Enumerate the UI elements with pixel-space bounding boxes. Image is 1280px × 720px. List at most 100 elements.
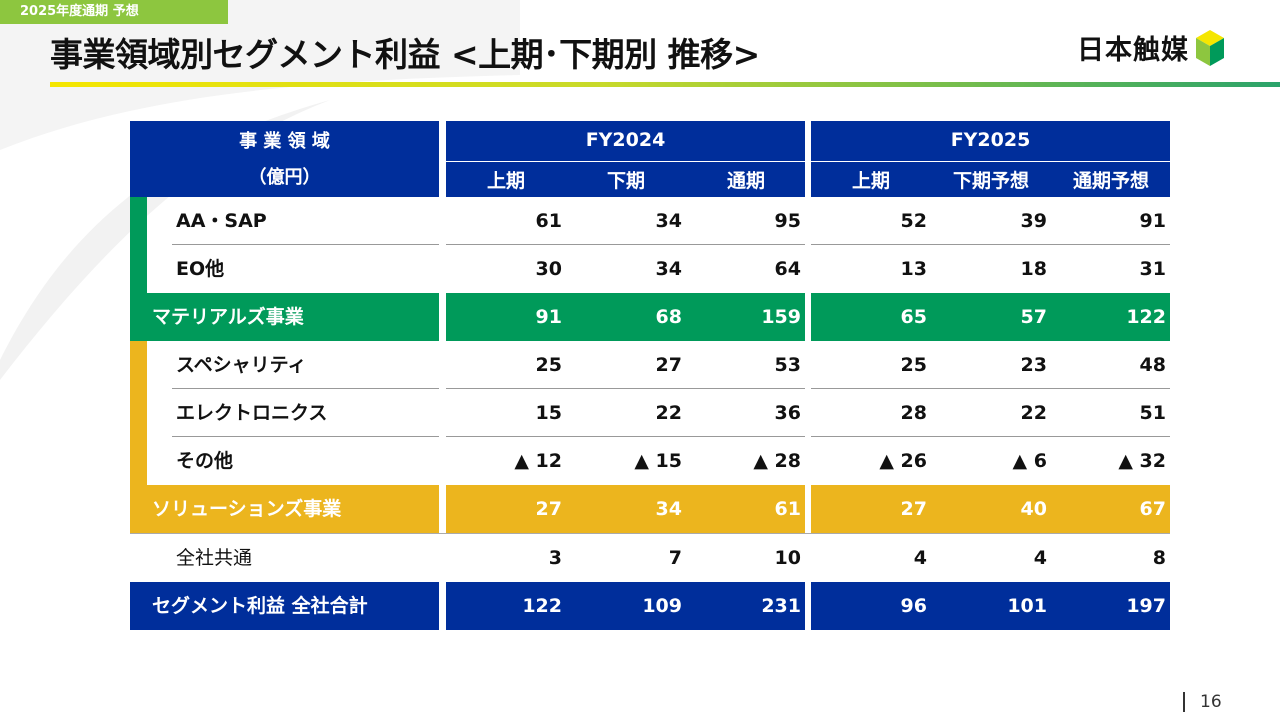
value-cell: 28 bbox=[900, 402, 927, 424]
value-cell: 34 bbox=[655, 498, 682, 520]
value-cell: 23 bbox=[1020, 354, 1047, 376]
row-label-solutions: ソリューションズ事業 bbox=[152, 498, 342, 520]
value-cell: 91 bbox=[1139, 210, 1166, 232]
value-cell: 4 bbox=[913, 547, 927, 569]
total-row-bg-fy2024 bbox=[446, 582, 805, 630]
value-cell: 27 bbox=[900, 498, 927, 520]
row-label-electronics: エレクトロニクス bbox=[176, 402, 328, 424]
row-divider bbox=[172, 436, 439, 437]
row-label-corporate: 全社共通 bbox=[176, 547, 253, 569]
value-cell: 67 bbox=[1139, 498, 1166, 520]
header-fy2025: FY2025 上期 下期予想 通期予想 bbox=[811, 121, 1170, 197]
value-cell: 95 bbox=[774, 210, 801, 232]
value-cell: 57 bbox=[1020, 306, 1047, 328]
row-divider bbox=[446, 436, 805, 437]
solutions-row-bg-label bbox=[130, 485, 439, 533]
row-label-others: その他 bbox=[176, 450, 234, 472]
total-row-bg-label bbox=[130, 582, 439, 630]
value-cell: ▲ 26 bbox=[879, 450, 927, 472]
value-cell: 65 bbox=[900, 306, 927, 328]
value-cell: 15 bbox=[535, 402, 562, 424]
materials-row-bg-fy2024 bbox=[446, 293, 805, 341]
page-number: 16 bbox=[1200, 692, 1222, 712]
title-underline bbox=[50, 82, 1280, 87]
col-fy2024-h1: 上期 bbox=[486, 170, 525, 192]
row-divider bbox=[811, 436, 1170, 437]
value-cell: ▲ 28 bbox=[753, 450, 801, 472]
row-label-specialty: スペシャリティ bbox=[176, 354, 307, 376]
col-fy2025-h2-forecast: 下期予想 bbox=[952, 170, 1029, 192]
value-cell: 4 bbox=[1033, 547, 1047, 569]
header-unit: （億円） bbox=[248, 167, 321, 188]
logo-mark-icon bbox=[1196, 29, 1224, 66]
fy2025-label: FY2025 bbox=[950, 129, 1031, 151]
value-cell: 22 bbox=[655, 402, 682, 424]
value-cell: 25 bbox=[535, 354, 562, 376]
value-cell: 34 bbox=[655, 210, 682, 232]
value-cell: 51 bbox=[1139, 402, 1166, 424]
value-cell: ▲ 6 bbox=[1012, 450, 1047, 472]
row-divider bbox=[172, 244, 439, 245]
row-divider bbox=[446, 388, 805, 389]
value-cell: 53 bbox=[774, 354, 801, 376]
value-cell: 7 bbox=[668, 547, 682, 569]
value-cell: 36 bbox=[774, 402, 801, 424]
value-cell: 30 bbox=[535, 258, 562, 280]
col-fy2024-h2: 下期 bbox=[606, 170, 645, 192]
value-cell: 27 bbox=[655, 354, 682, 376]
value-cell: 197 bbox=[1126, 595, 1166, 617]
value-cell: 48 bbox=[1139, 354, 1166, 376]
value-cell: 27 bbox=[535, 498, 562, 520]
header-segment-cell: 事 業 領 域 （億円） bbox=[130, 121, 439, 197]
row-divider bbox=[172, 388, 439, 389]
value-cell: 64 bbox=[774, 258, 801, 280]
solutions-row-bg-fy2025 bbox=[811, 485, 1170, 533]
value-cell: 40 bbox=[1020, 498, 1047, 520]
period-tag: 2025年度通期 予想 bbox=[0, 0, 228, 24]
page-number-bar bbox=[1183, 692, 1185, 712]
value-cell: 34 bbox=[655, 258, 682, 280]
value-cell: 96 bbox=[900, 595, 927, 617]
value-cell: 13 bbox=[900, 258, 927, 280]
fy2024-divider bbox=[446, 161, 805, 162]
solutions-side-bar bbox=[130, 341, 147, 485]
solutions-row-bg-fy2024 bbox=[446, 485, 805, 533]
company-logo: 日本触媒 bbox=[1077, 28, 1225, 67]
value-cell: 18 bbox=[1020, 258, 1047, 280]
value-cell: 61 bbox=[774, 498, 801, 520]
value-cell: 25 bbox=[900, 354, 927, 376]
value-cell: 61 bbox=[535, 210, 562, 232]
materials-row-bg-label bbox=[130, 293, 439, 341]
row-label-eo: EO他 bbox=[176, 258, 225, 280]
col-fy2025-h1: 上期 bbox=[851, 170, 890, 192]
row-label-total: セグメント利益 全社合計 bbox=[152, 595, 368, 617]
value-cell: 109 bbox=[642, 595, 682, 617]
row-label-materials: マテリアルズ事業 bbox=[152, 306, 304, 328]
value-cell: 91 bbox=[535, 306, 562, 328]
header-segment-title: 事 業 領 域 bbox=[239, 131, 330, 152]
materials-side-bar bbox=[130, 197, 147, 293]
row-divider bbox=[811, 388, 1170, 389]
row-divider bbox=[446, 244, 805, 245]
value-cell: 39 bbox=[1020, 210, 1047, 232]
fy2024-label: FY2024 bbox=[585, 129, 666, 151]
row-label-aa-sap: AA・SAP bbox=[176, 210, 267, 232]
value-cell: 122 bbox=[522, 595, 562, 617]
row-divider bbox=[811, 244, 1170, 245]
materials-row-bg-fy2025 bbox=[811, 293, 1170, 341]
value-cell: 159 bbox=[761, 306, 801, 328]
value-cell: 101 bbox=[1007, 595, 1047, 617]
value-cell: 10 bbox=[774, 547, 801, 569]
value-cell: ▲ 12 bbox=[514, 450, 562, 472]
total-row-bg-fy2025 bbox=[811, 582, 1170, 630]
col-fy2024-full: 通期 bbox=[726, 170, 765, 192]
value-cell: 22 bbox=[1020, 402, 1047, 424]
logo-text: 日本触媒 bbox=[1077, 35, 1189, 66]
header-fy2024: FY2024 上期 下期 通期 bbox=[446, 121, 805, 197]
value-cell: 231 bbox=[761, 595, 801, 617]
value-cell: 122 bbox=[1126, 306, 1166, 328]
segment-profit-table: 事 業 領 域 （億円） FY2024 上期 下期 通期 FY2025 上期 下… bbox=[130, 121, 1170, 630]
value-cell: 3 bbox=[548, 547, 562, 569]
value-cell: ▲ 32 bbox=[1118, 450, 1166, 472]
page-title: 事業領域別セグメント利益 <上期･下期別 推移> bbox=[50, 35, 760, 74]
